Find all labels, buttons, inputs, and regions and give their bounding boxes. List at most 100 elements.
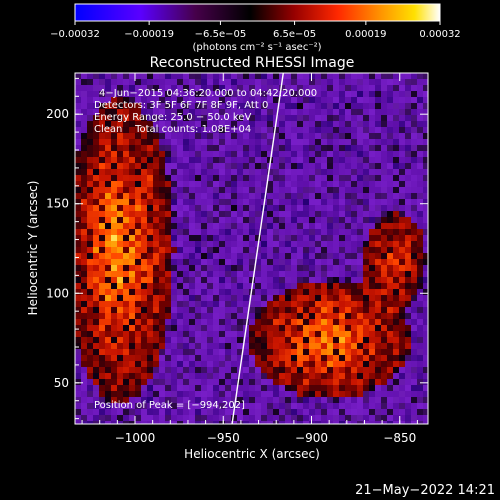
heatmap-cell bbox=[285, 163, 292, 170]
heatmap-cell bbox=[219, 163, 226, 170]
heatmap-cell bbox=[273, 181, 280, 188]
heatmap-cell bbox=[75, 373, 82, 380]
heatmap-cell bbox=[117, 97, 124, 104]
heatmap-cell bbox=[177, 163, 184, 170]
heatmap-cell bbox=[255, 307, 262, 314]
heatmap-cell bbox=[357, 373, 364, 380]
heatmap-cell bbox=[177, 337, 184, 344]
heatmap-cell bbox=[159, 169, 166, 176]
heatmap-cell bbox=[81, 151, 88, 158]
heatmap-cell bbox=[411, 301, 418, 308]
heatmap-cell bbox=[411, 157, 418, 164]
heatmap-cell bbox=[183, 313, 190, 320]
heatmap-cell bbox=[327, 337, 334, 344]
heatmap-cell bbox=[195, 349, 202, 356]
heatmap-cell bbox=[81, 157, 88, 164]
heatmap-cell bbox=[123, 325, 130, 332]
heatmap-cell bbox=[375, 265, 382, 272]
heatmap-cell bbox=[279, 259, 286, 266]
heatmap-cell bbox=[183, 421, 190, 424]
heatmap-cell bbox=[105, 283, 112, 290]
heatmap-cell bbox=[189, 133, 196, 140]
heatmap-cell bbox=[339, 235, 346, 242]
heatmap-cell bbox=[195, 301, 202, 308]
heatmap-cell bbox=[231, 169, 238, 176]
heatmap-cell bbox=[333, 313, 340, 320]
heatmap-cell bbox=[387, 247, 394, 254]
heatmap-cell bbox=[273, 109, 280, 116]
heatmap-cell bbox=[417, 175, 424, 182]
heatmap-cell bbox=[201, 373, 208, 380]
heatmap-cell bbox=[99, 145, 106, 152]
heatmap-cell bbox=[327, 211, 334, 218]
heatmap-cell bbox=[159, 109, 166, 116]
heatmap-cell bbox=[417, 199, 424, 206]
heatmap-cell bbox=[333, 127, 340, 134]
heatmap-cell bbox=[273, 325, 280, 332]
heatmap-cell bbox=[81, 247, 88, 254]
heatmap-cell bbox=[351, 415, 358, 422]
heatmap-cell bbox=[87, 355, 94, 362]
heatmap-cell bbox=[417, 187, 424, 194]
heatmap-cell bbox=[423, 343, 428, 350]
heatmap-cell bbox=[81, 307, 88, 314]
heatmap-cell bbox=[105, 181, 112, 188]
heatmap-cell bbox=[75, 193, 82, 200]
heatmap-cell bbox=[93, 301, 100, 308]
heatmap-cell bbox=[273, 223, 280, 230]
heatmap-cell bbox=[291, 139, 298, 146]
heatmap-cell bbox=[339, 253, 346, 260]
heatmap-cell bbox=[117, 415, 124, 422]
heatmap-cell bbox=[255, 235, 262, 242]
heatmap-cell bbox=[273, 379, 280, 386]
heatmap-cell bbox=[261, 367, 268, 374]
heatmap-cell bbox=[213, 217, 220, 224]
heatmap-cell bbox=[129, 175, 136, 182]
heatmap-cell bbox=[285, 277, 292, 284]
heatmap-cell bbox=[309, 277, 316, 284]
heatmap-cell bbox=[345, 217, 352, 224]
heatmap-cell bbox=[249, 265, 256, 272]
heatmap-cell bbox=[393, 121, 400, 128]
heatmap-cell bbox=[99, 121, 106, 128]
heatmap-cell bbox=[177, 175, 184, 182]
heatmap-cell bbox=[297, 409, 304, 416]
heatmap-cell bbox=[213, 205, 220, 212]
heatmap-cell bbox=[327, 259, 334, 266]
heatmap-cell bbox=[213, 373, 220, 380]
heatmap-cell bbox=[279, 133, 286, 140]
heatmap-cell bbox=[111, 355, 118, 362]
heatmap-cell bbox=[189, 85, 196, 92]
heatmap-cell bbox=[369, 373, 376, 380]
heatmap-cell bbox=[357, 121, 364, 128]
heatmap-cell bbox=[423, 85, 428, 92]
heatmap-cell bbox=[225, 211, 232, 218]
heatmap-cell bbox=[171, 97, 178, 104]
heatmap-cell bbox=[237, 181, 244, 188]
heatmap-cell bbox=[393, 115, 400, 122]
heatmap-cell bbox=[255, 283, 262, 290]
heatmap-cell bbox=[351, 169, 358, 176]
heatmap-cell bbox=[219, 343, 226, 350]
heatmap-cell bbox=[213, 175, 220, 182]
heatmap-cell bbox=[267, 367, 274, 374]
heatmap-cell bbox=[159, 247, 166, 254]
heatmap-cell bbox=[273, 253, 280, 260]
heatmap-cell bbox=[195, 151, 202, 158]
heatmap-cell bbox=[303, 409, 310, 416]
heatmap-cell bbox=[315, 121, 322, 128]
footer-date: 21−May−2022 14:21 bbox=[355, 483, 495, 498]
heatmap-cell bbox=[285, 265, 292, 272]
heatmap-cell bbox=[303, 349, 310, 356]
heatmap-cell bbox=[405, 115, 412, 122]
heatmap-cell bbox=[75, 253, 82, 260]
heatmap-cell bbox=[291, 271, 298, 278]
heatmap-cell bbox=[267, 229, 274, 236]
heatmap-cell bbox=[129, 139, 136, 146]
heatmap-cell bbox=[87, 379, 94, 386]
heatmap-cell bbox=[291, 313, 298, 320]
heatmap-cell bbox=[225, 151, 232, 158]
heatmap-cell bbox=[381, 391, 388, 398]
heatmap-cell bbox=[273, 127, 280, 134]
heatmap-cell bbox=[243, 73, 250, 80]
